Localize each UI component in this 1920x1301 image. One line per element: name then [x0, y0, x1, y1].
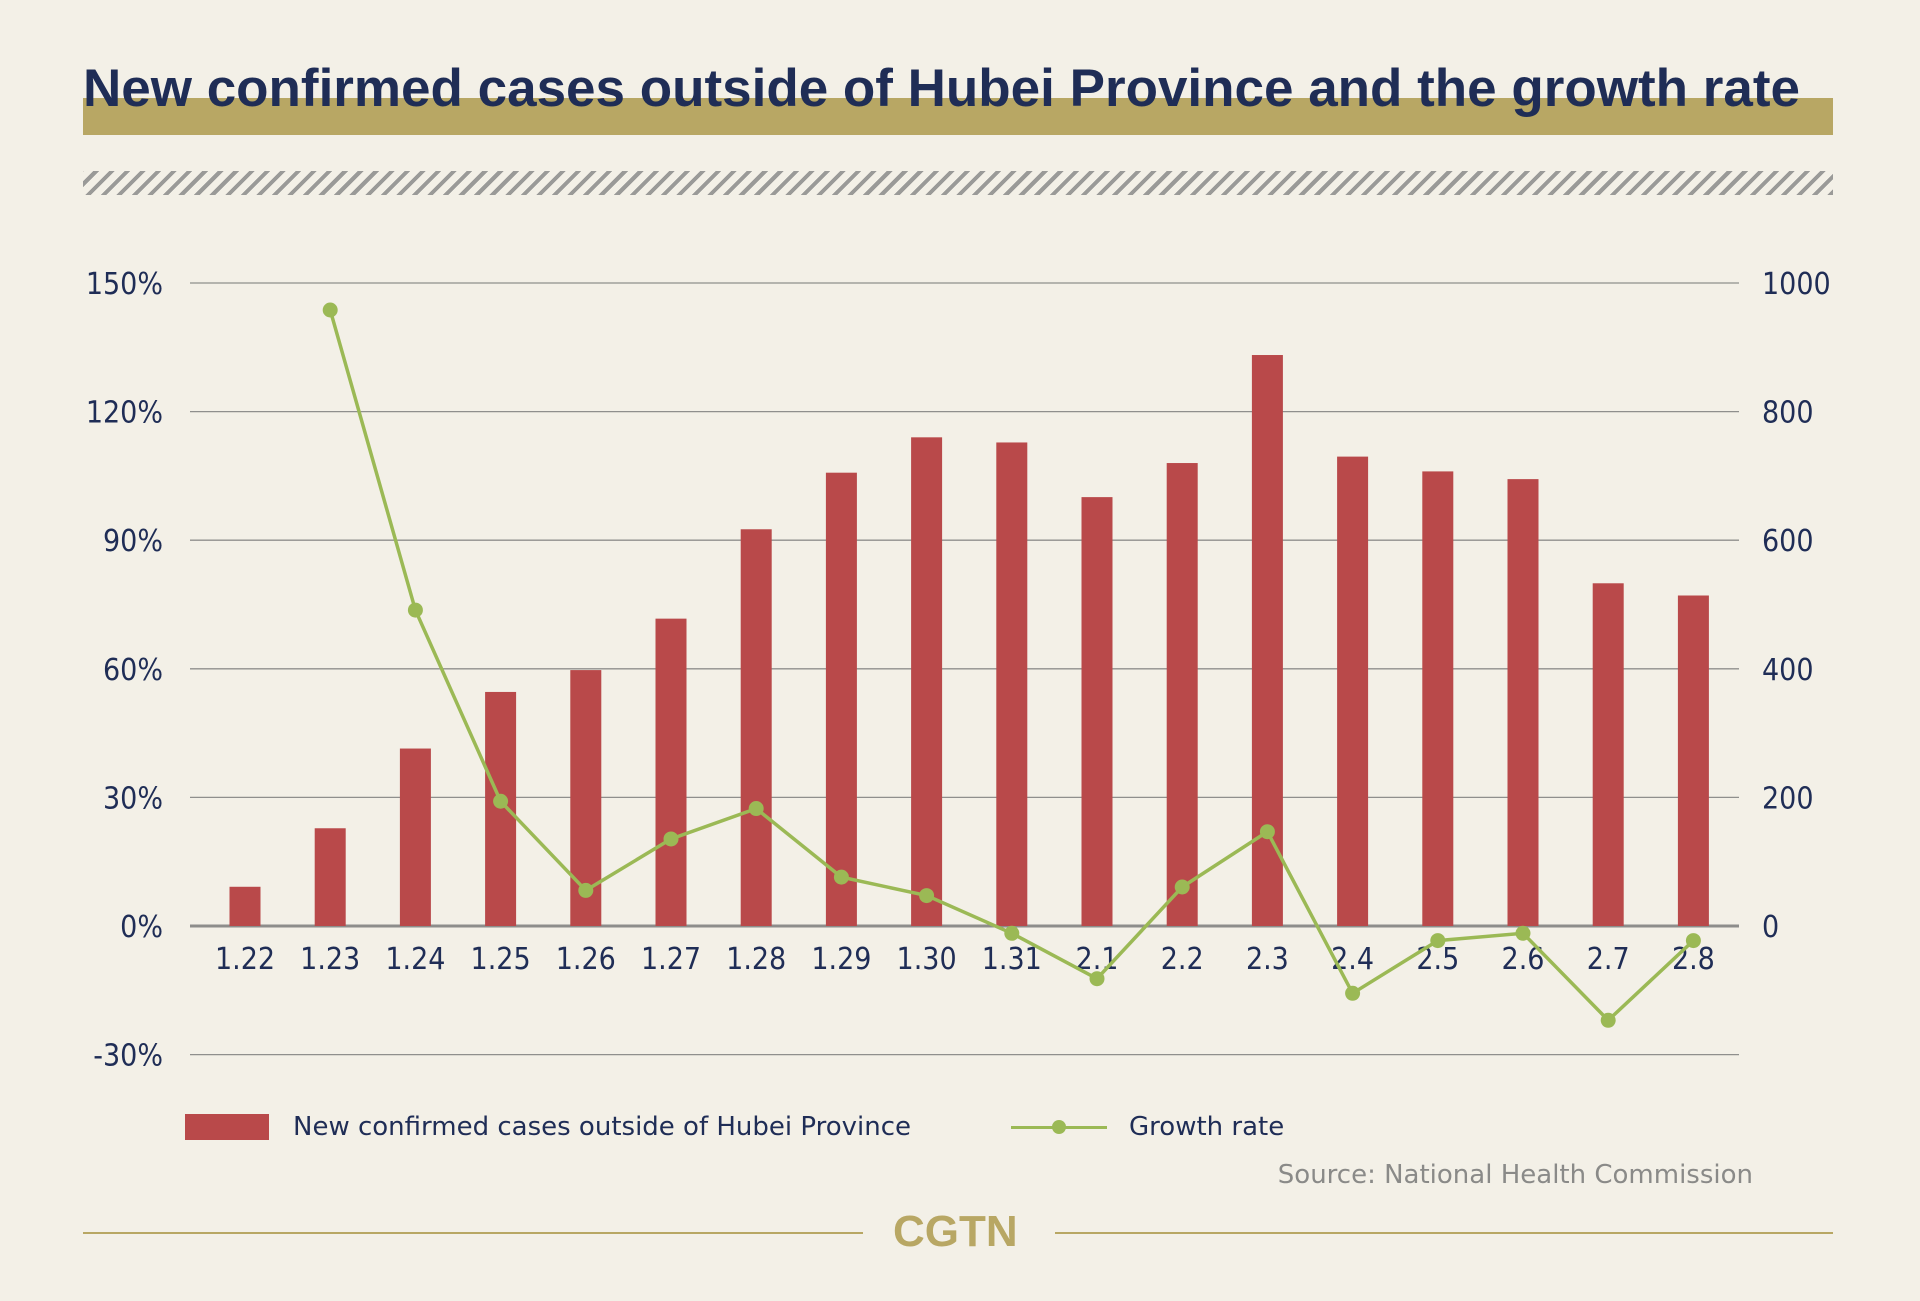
- chart-title: New confirmed cases outside of Hubei Pro…: [83, 59, 1800, 118]
- legend-bar-swatch: [185, 1114, 269, 1140]
- left-tick-label: -30%: [93, 1039, 163, 1074]
- right-tick-label: 1000: [1762, 267, 1831, 302]
- growth-point: [919, 888, 935, 904]
- legend: New confirmed cases outside of Hubei Pro…: [185, 1112, 1284, 1142]
- growth-point: [1430, 933, 1446, 949]
- right-tick-label: 600: [1762, 524, 1814, 559]
- bar: [996, 442, 1028, 926]
- bar: [399, 748, 431, 926]
- growth-point: [1004, 925, 1020, 941]
- growth-point: [1089, 971, 1105, 987]
- bar: [911, 437, 943, 926]
- left-tick-label: 60%: [103, 653, 163, 688]
- x-tick-label: 2.2: [1161, 942, 1204, 977]
- bar: [1507, 479, 1539, 926]
- bar: [1422, 471, 1454, 926]
- x-tick-label: 1.23: [300, 942, 360, 977]
- x-tick-label: 1.30: [897, 942, 957, 977]
- growth-point: [1345, 985, 1361, 1001]
- title-underline-bar: [83, 98, 1833, 135]
- x-tick-label: 1.27: [641, 942, 701, 977]
- right-tick-label: 200: [1762, 781, 1814, 816]
- legend-line-label: Growth rate: [1129, 1112, 1285, 1142]
- x-tick-label: 1.26: [556, 942, 616, 977]
- x-tick-label: 2.4: [1331, 942, 1374, 977]
- x-tick-label: 1.29: [811, 942, 871, 977]
- right-tick-label: 0: [1762, 910, 1779, 945]
- x-tick-label: 2.3: [1246, 942, 1289, 977]
- left-tick-label: 90%: [103, 524, 163, 559]
- bar: [229, 886, 261, 926]
- bar: [1337, 456, 1369, 926]
- cgtn-logo: CGTN: [893, 1207, 1018, 1256]
- bar: [485, 691, 517, 926]
- source-note: Source: National Health Commission: [1277, 1160, 1753, 1190]
- growth-point: [1174, 879, 1190, 895]
- growth-point: [1685, 933, 1701, 949]
- x-tick-label: 1.25: [471, 942, 531, 977]
- growth-point: [833, 869, 849, 885]
- footer-line-left: [83, 1232, 863, 1234]
- left-tick-label: 150%: [86, 267, 163, 302]
- hatch-divider: [83, 171, 1833, 195]
- x-tick-label: 1.31: [982, 942, 1042, 977]
- left-tick-label: 0%: [120, 910, 163, 945]
- right-tick-label: 800: [1762, 396, 1814, 431]
- legend-line-swatch: [1011, 1114, 1108, 1140]
- bar: [825, 472, 857, 926]
- bar: [1166, 463, 1198, 926]
- growth-point: [1600, 1012, 1616, 1028]
- x-tick-label: 2.7: [1587, 942, 1630, 977]
- growth-point: [407, 602, 423, 618]
- growth-point: [1515, 925, 1531, 941]
- bar: [655, 618, 687, 926]
- footer-line-right: [1055, 1232, 1833, 1234]
- bar: [1081, 497, 1113, 926]
- growth-point: [1259, 824, 1275, 840]
- x-tick-label: 1.22: [215, 942, 275, 977]
- x-tick-label: 1.28: [726, 942, 786, 977]
- growth-point: [663, 831, 679, 847]
- left-tick-label: 120%: [86, 396, 163, 431]
- growth-point: [322, 302, 338, 318]
- bar: [1677, 595, 1709, 926]
- bar: [1592, 583, 1624, 926]
- left-tick-label: 30%: [103, 781, 163, 816]
- bar: [740, 529, 772, 926]
- growth-point: [578, 882, 594, 898]
- bar: [314, 828, 346, 926]
- x-tick-label: 1.24: [385, 942, 445, 977]
- right-tick-label: 400: [1762, 653, 1814, 688]
- growth-point: [493, 793, 509, 809]
- legend-bar-label: New confirmed cases outside of Hubei Pro…: [293, 1112, 912, 1142]
- growth-point: [748, 801, 764, 817]
